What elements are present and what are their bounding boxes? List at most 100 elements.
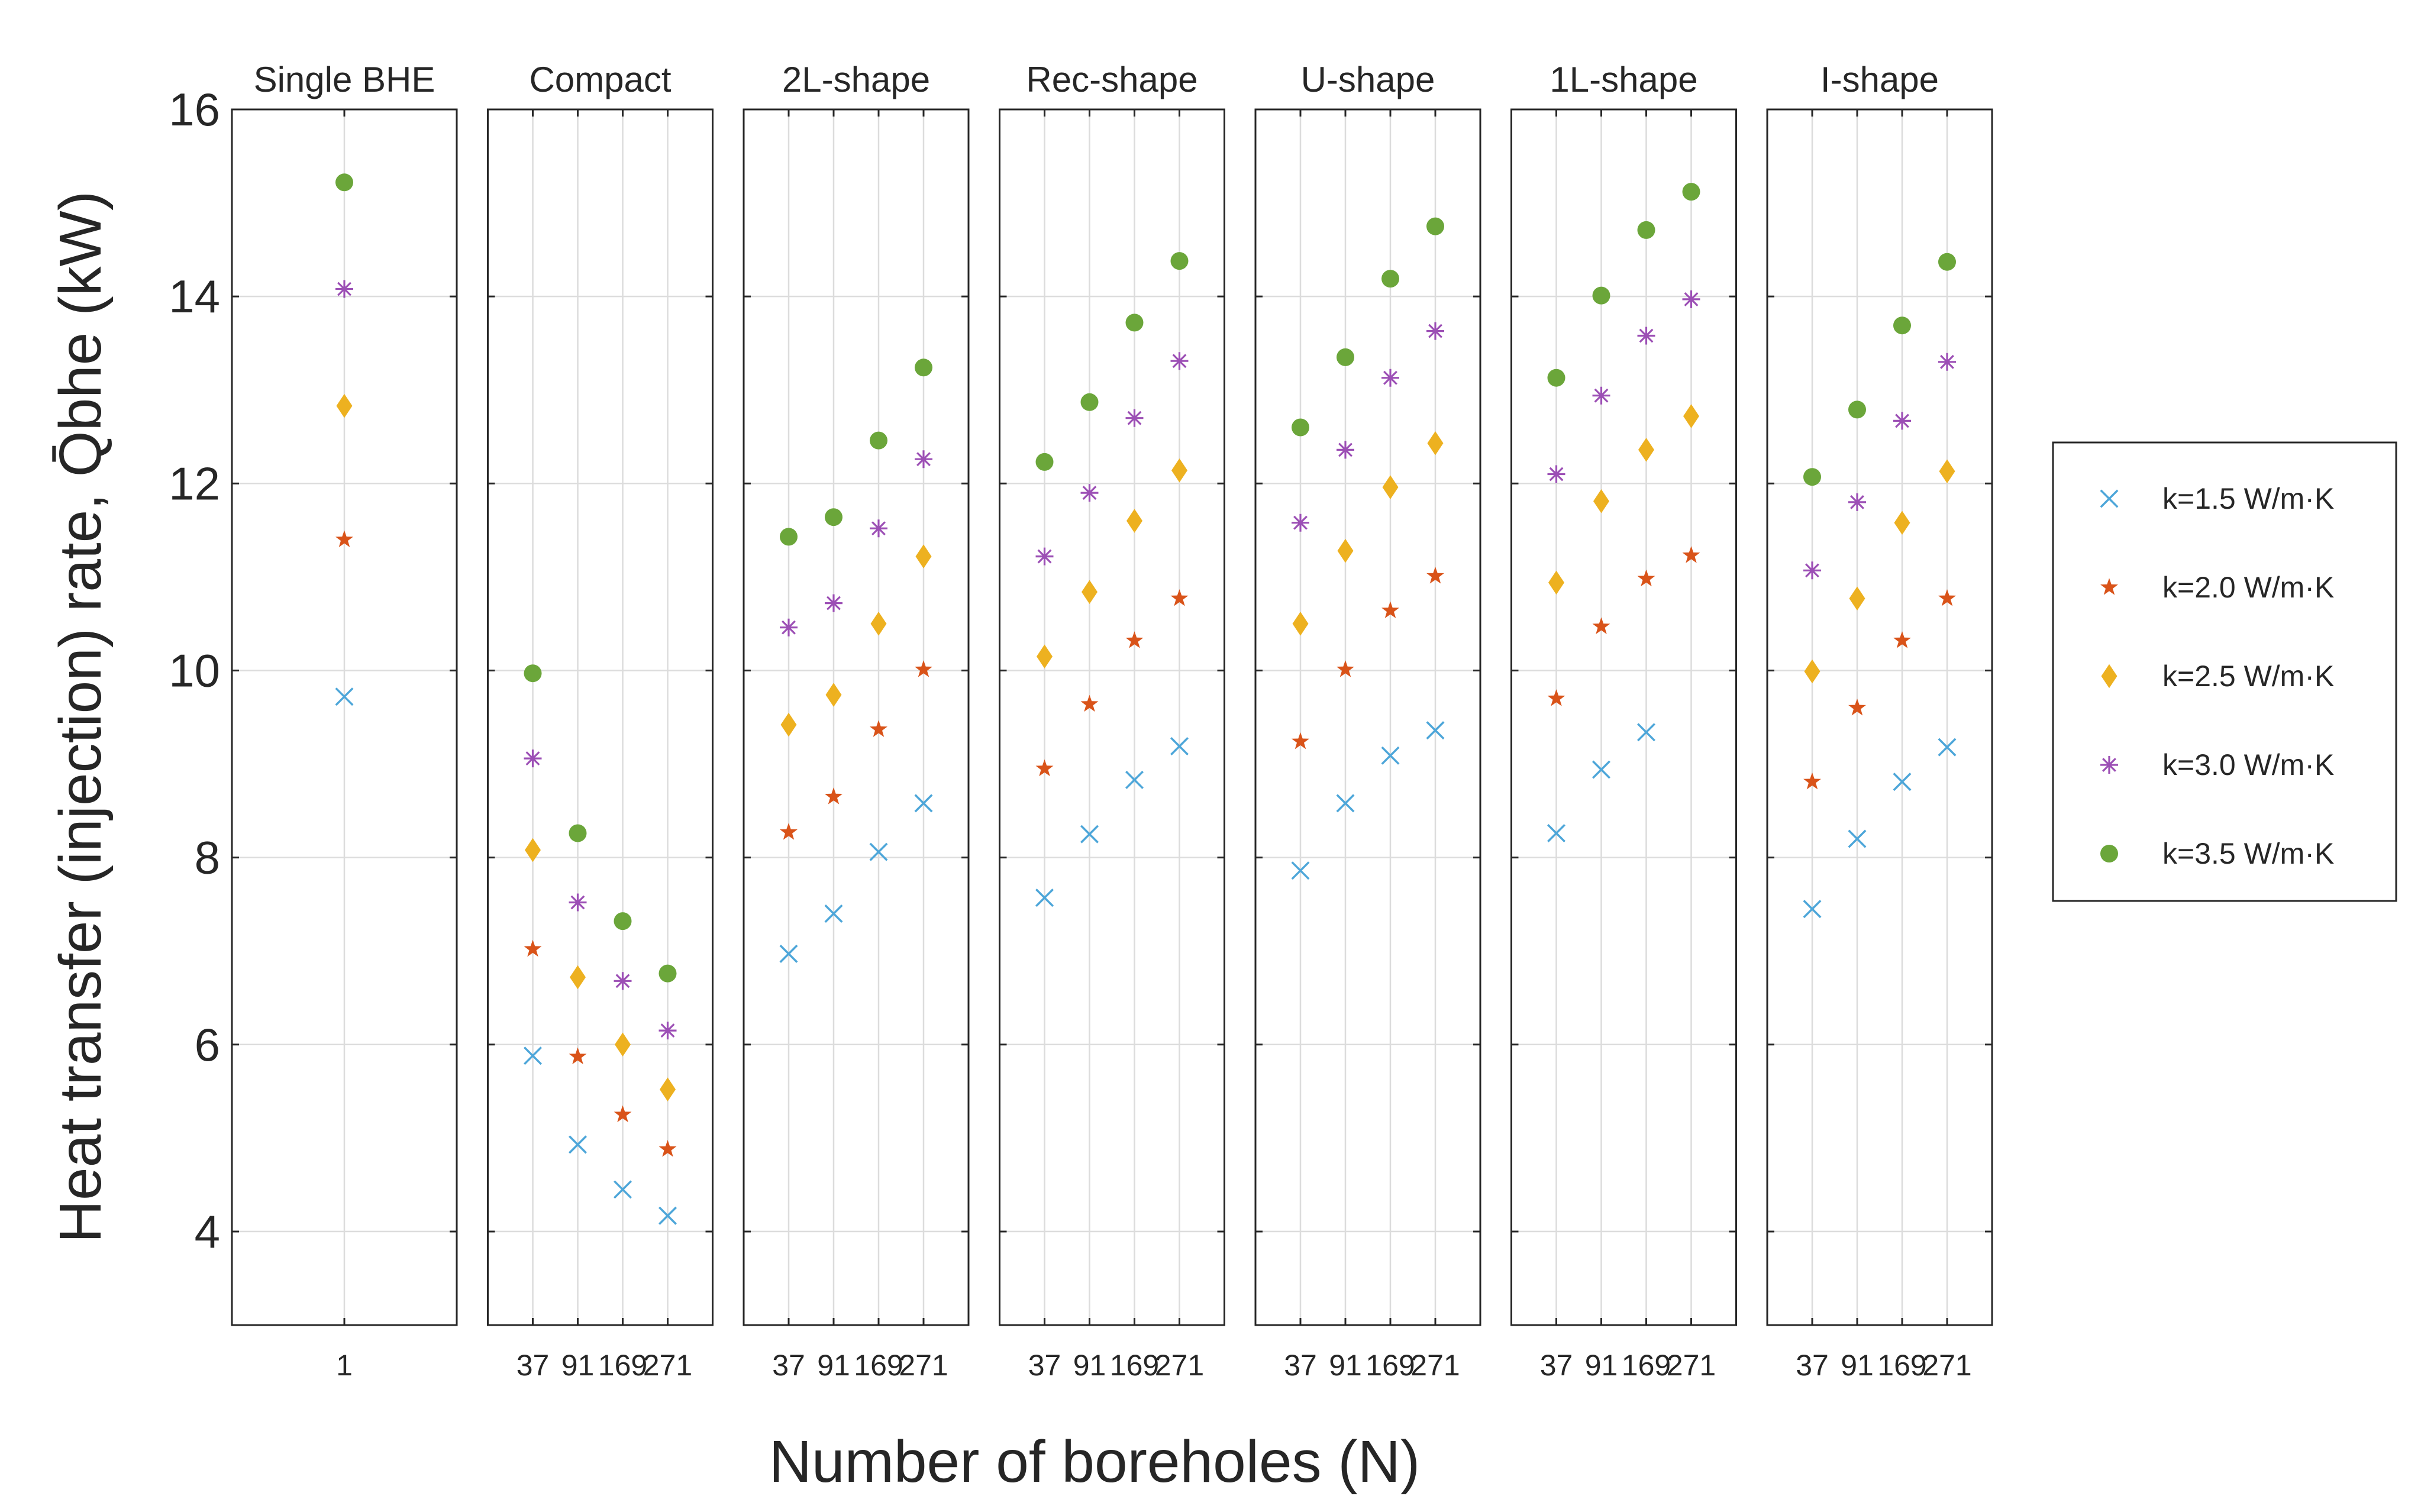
legend: k=1.5 W/m·K k=2.0 W/m·K k=2.5 W/m·K k=3.0 W… <box>2052 441 2397 902</box>
data-point <box>1638 438 1654 462</box>
panel-frame <box>743 108 970 1326</box>
panel-title: Compact <box>529 60 671 99</box>
data-point <box>1037 644 1053 669</box>
data-point <box>1426 567 1444 584</box>
data-point <box>1337 348 1354 366</box>
legend-label: k=3.5 W/m·K <box>2162 837 2334 870</box>
data-point <box>1170 252 1189 270</box>
data-point <box>569 893 587 912</box>
data-point <box>1637 327 1655 345</box>
x-tick-label: 1 <box>336 1349 353 1382</box>
data-point <box>779 944 798 963</box>
data-point <box>1938 738 1957 757</box>
data-point <box>658 1206 677 1225</box>
x-tick-label: 37 <box>1540 1349 1573 1382</box>
data-point <box>914 794 933 813</box>
data-point <box>1337 660 1354 677</box>
legend-item: k=2.5 W/m·K <box>2101 660 2334 693</box>
data-point <box>524 664 542 683</box>
data-point <box>870 519 887 538</box>
data-point <box>1682 290 1700 308</box>
data-point <box>1938 353 1956 371</box>
x-tick-label: 169 <box>854 1349 903 1382</box>
data-point <box>614 972 632 990</box>
legend-item: k=3.5 W/m·K <box>2100 837 2334 870</box>
data-point <box>658 1140 677 1157</box>
data-point <box>569 1047 587 1065</box>
x-tick-label: 169 <box>1366 1349 1415 1382</box>
y-tick-label: 16 <box>169 83 220 135</box>
data-point <box>335 173 353 192</box>
data-point <box>1893 631 1911 648</box>
data-point <box>780 618 798 637</box>
data-point <box>1849 586 1865 610</box>
data-point <box>1337 538 1354 563</box>
data-point <box>825 594 842 612</box>
data-point <box>614 1105 632 1123</box>
data-point <box>1593 489 1609 513</box>
data-point <box>569 1135 587 1154</box>
data-point <box>1683 404 1699 428</box>
data-point <box>335 280 353 298</box>
data-point <box>1080 393 1099 411</box>
y-tick-label: 6 <box>195 1019 220 1071</box>
data-point <box>915 660 932 677</box>
legend-marker <box>2101 664 2117 689</box>
data-point <box>1547 369 1565 387</box>
data-point <box>825 787 842 805</box>
data-point <box>1803 468 1821 486</box>
data-point <box>1035 453 1054 471</box>
data-point <box>1548 570 1564 595</box>
data-point <box>1848 493 1866 511</box>
data-point <box>1292 732 1309 749</box>
panel-frame <box>487 108 714 1326</box>
x-tick-label: 271 <box>1155 1349 1204 1382</box>
data-point <box>1592 286 1610 305</box>
x-axis-label-text: Number of boreholes (N) <box>769 1429 1420 1495</box>
data-point <box>336 393 353 418</box>
x-tick-label: 37 <box>772 1349 805 1382</box>
data-point <box>915 358 932 377</box>
y-axis-label: Heat transfer (injection) rate, Q̄bhe (k… <box>47 191 114 1243</box>
y-tick-label: 14 <box>169 270 220 322</box>
data-point <box>870 612 887 636</box>
data-point <box>1125 314 1144 332</box>
data-point <box>1592 386 1610 405</box>
data-point <box>1292 612 1309 636</box>
data-point <box>1848 698 1866 716</box>
data-point <box>1125 631 1144 648</box>
data-point <box>1547 689 1565 706</box>
data-point <box>1938 253 1956 271</box>
data-point <box>569 824 587 842</box>
x-tick-label: 169 <box>1877 1349 1926 1382</box>
legend-label: k=3.0 W/m·K <box>2162 748 2334 781</box>
data-point <box>825 683 842 707</box>
data-point <box>615 1032 631 1057</box>
legend-marker <box>2100 578 2118 595</box>
y-axis: 4 6 8 10 12 14 16 <box>169 83 220 1258</box>
data-point <box>1291 861 1310 880</box>
data-point <box>614 1180 632 1199</box>
data-point <box>1893 316 1911 335</box>
panel-frame <box>999 108 1225 1326</box>
legend-label: k=2.5 W/m·K <box>2162 660 2334 693</box>
data-point <box>780 528 798 546</box>
data-point <box>1080 825 1099 844</box>
y-tick-label: 8 <box>195 832 220 884</box>
x-tick-label: 37 <box>1284 1349 1317 1382</box>
data-point <box>1170 737 1189 755</box>
x-tick-label: 169 <box>1622 1349 1671 1382</box>
data-point <box>1381 746 1400 765</box>
data-point <box>915 450 932 469</box>
y-tick-label: 10 <box>169 644 220 696</box>
data-point <box>870 720 887 737</box>
panel-title: I-shape <box>1820 60 1939 99</box>
data-point <box>1035 759 1054 777</box>
data-point <box>1082 580 1097 604</box>
data-point <box>1803 900 1822 919</box>
legend-marker <box>2100 756 2118 774</box>
legend-item: k=1.5 W/m·K <box>2100 482 2334 515</box>
